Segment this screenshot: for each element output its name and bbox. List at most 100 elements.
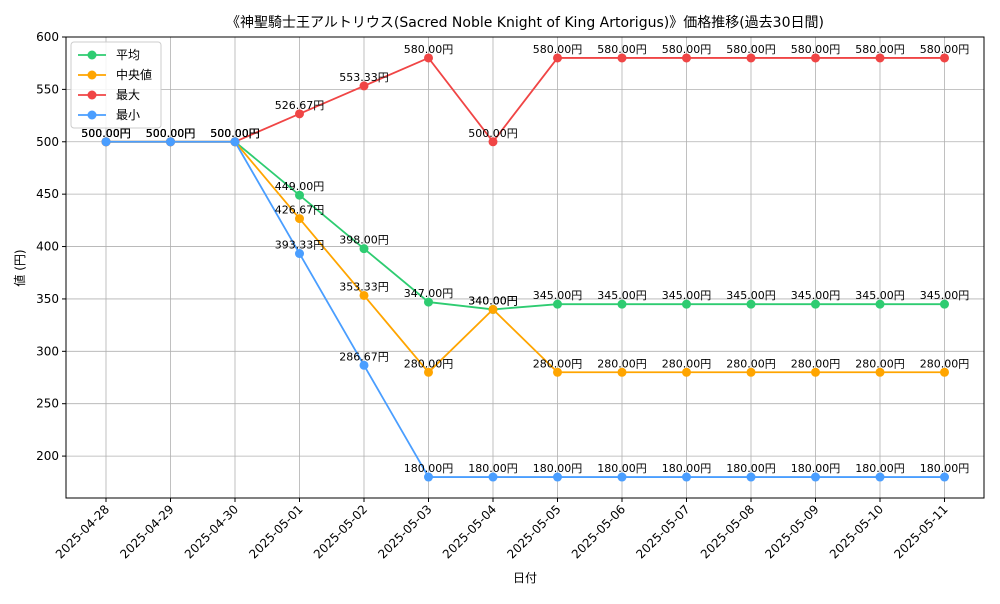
data-label: 345.00円 <box>920 289 970 302</box>
x-tick-label: 2025-05-11 <box>891 502 950 561</box>
chart-title: 《神聖騎士王アルトリウス(Sacred Noble Knight of King… <box>226 15 824 31</box>
data-point <box>940 472 949 482</box>
data-label: 449.00円 <box>275 180 325 193</box>
data-point <box>875 367 885 377</box>
data-labels: 500.00円 500.00円 500.00円 449.00円 398.00円 347.0… <box>81 43 969 475</box>
data-label: 393.33円 <box>275 239 325 252</box>
data-point <box>617 472 627 482</box>
grid <box>66 36 984 498</box>
data-label: 345.00円 <box>597 289 647 302</box>
data-label: 180.00円 <box>920 462 970 475</box>
x-tick-label: 2025-05-07 <box>633 502 692 561</box>
data-point <box>875 53 885 63</box>
data-point <box>424 297 433 307</box>
data-label: 500.00円 <box>81 127 131 140</box>
data-point <box>424 53 433 63</box>
data-label: 500.00円 <box>210 127 260 140</box>
series-group <box>101 53 949 482</box>
data-point <box>940 367 949 377</box>
data-label: 280.00円 <box>726 357 776 370</box>
legend-label: 中央値 <box>116 67 152 82</box>
data-label: 500.00円 <box>81 127 131 140</box>
data-label: 500.00円 <box>146 127 196 140</box>
data-label: 280.00円 <box>404 357 454 370</box>
legend-label: 最大 <box>116 88 140 102</box>
data-label: 180.00円 <box>855 462 905 475</box>
data-point <box>488 304 498 314</box>
x-tick-label: 2025-05-10 <box>827 502 886 561</box>
data-label: 280.00円 <box>662 357 712 370</box>
data-label: 580.00円 <box>404 43 454 56</box>
x-tick-label: 2025-05-03 <box>375 502 434 561</box>
legend-label: 平均 <box>116 48 140 62</box>
data-label: 398.00円 <box>339 234 389 247</box>
data-label: 500.00円 <box>210 127 260 140</box>
data-point <box>359 81 369 91</box>
data-label: 500.00円 <box>81 127 131 140</box>
data-label: 286.67円 <box>339 350 389 363</box>
data-point <box>553 367 562 377</box>
y-tick-label: 350 <box>36 292 59 306</box>
data-point <box>166 137 175 147</box>
data-point <box>682 53 691 63</box>
series-line <box>106 140 945 478</box>
data-label: 580.00円 <box>662 43 712 56</box>
data-label: 500.00円 <box>81 127 131 140</box>
legend-marker <box>87 50 97 60</box>
data-point <box>424 472 433 482</box>
data-point <box>295 214 304 224</box>
data-label: 180.00円 <box>468 462 518 475</box>
data-point <box>682 299 691 309</box>
legend-marker <box>87 110 97 120</box>
data-label: 526.67円 <box>275 99 325 112</box>
data-label: 580.00円 <box>791 43 841 56</box>
data-label: 345.00円 <box>533 289 583 302</box>
data-point <box>617 299 627 309</box>
data-label: 353.33円 <box>339 280 389 293</box>
data-point <box>746 53 756 63</box>
data-label: 500.00円 <box>210 127 260 140</box>
legend-marker <box>87 70 97 80</box>
data-point <box>811 367 820 377</box>
data-point <box>295 109 304 119</box>
data-point <box>230 137 240 147</box>
y-tick-label: 250 <box>36 397 59 411</box>
y-tick-label: 600 <box>36 30 59 44</box>
data-point <box>553 53 562 63</box>
data-label: 580.00円 <box>855 43 905 56</box>
data-label: 580.00円 <box>920 43 970 56</box>
series-line <box>106 140 945 311</box>
legend-marker <box>87 90 97 100</box>
data-label: 500.00円 <box>146 127 196 140</box>
data-label: 180.00円 <box>597 462 647 475</box>
x-tick-label: 2025-05-04 <box>440 502 499 561</box>
data-label: 180.00円 <box>533 462 583 475</box>
x-tick-label: 2025-05-09 <box>762 502 821 561</box>
data-point <box>101 137 111 147</box>
x-tick-label: 2025-05-05 <box>504 502 563 561</box>
x-axis-label: 日付 <box>513 571 537 585</box>
data-label: 180.00円 <box>662 462 712 475</box>
x-tick-label: 2025-04-29 <box>117 502 176 561</box>
data-label: 280.00円 <box>920 357 970 370</box>
data-point <box>359 360 369 370</box>
data-point <box>295 249 304 259</box>
data-label: 553.33円 <box>339 71 389 84</box>
y-tick-label: 300 <box>36 344 59 358</box>
data-point <box>940 299 949 309</box>
data-label: 580.00円 <box>597 43 647 56</box>
data-label: 345.00円 <box>726 289 776 302</box>
data-label: 280.00円 <box>855 357 905 370</box>
y-tick-label: 400 <box>36 240 59 254</box>
data-point <box>811 53 820 63</box>
x-tick-label: 2025-05-02 <box>311 502 370 561</box>
data-point <box>424 367 433 377</box>
data-label: 345.00円 <box>791 289 841 302</box>
data-label: 345.00円 <box>855 289 905 302</box>
data-label: 347.00円 <box>404 287 454 300</box>
series-line <box>106 56 945 144</box>
data-point <box>875 299 885 309</box>
